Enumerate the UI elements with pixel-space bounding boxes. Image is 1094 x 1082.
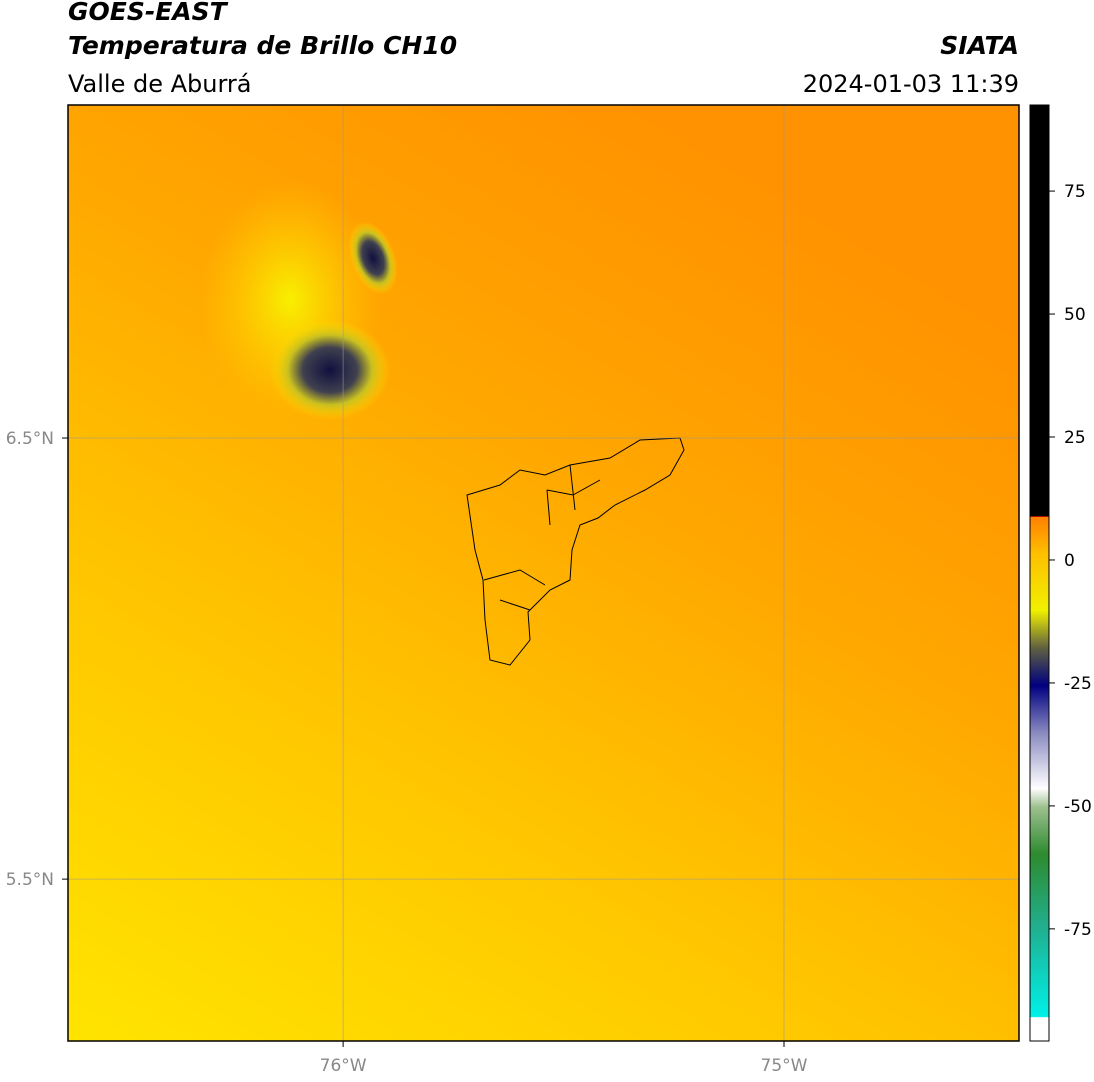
colorbar-tick-label: -50 (1064, 797, 1092, 817)
storm-cell (270, 320, 390, 420)
x-tick-label: 75°W (761, 1056, 808, 1076)
colorbar (1029, 104, 1050, 1042)
subtitle: Temperatura de Brillo CH10 (68, 31, 457, 60)
colorbar-tick-label: 0 (1064, 551, 1075, 571)
graticule (68, 105, 1019, 1041)
x-tick-label: 76°W (320, 1056, 367, 1076)
title: GOES-EAST (68, 0, 229, 26)
datetime: 2024-01-03 11:39 (803, 70, 1019, 98)
y-tick-label: 6.5°N (6, 429, 54, 449)
map-frame (67, 104, 1020, 1042)
colorbar-tick-label: -25 (1064, 674, 1092, 694)
storm-cell (348, 221, 398, 295)
colorbar-tick-label: 75 (1064, 182, 1086, 202)
map-image (68, 105, 1019, 1041)
colorbar-tick-label: -75 (1064, 920, 1092, 940)
colorbar-tick-label: 25 (1064, 428, 1086, 448)
municipal-boundaries (466, 437, 685, 666)
region: Valle de Aburrá (68, 70, 252, 98)
y-tick-label: 5.5°N (6, 870, 54, 890)
colorbar-tick-label: 50 (1064, 305, 1086, 325)
source: SIATA (940, 31, 1019, 60)
